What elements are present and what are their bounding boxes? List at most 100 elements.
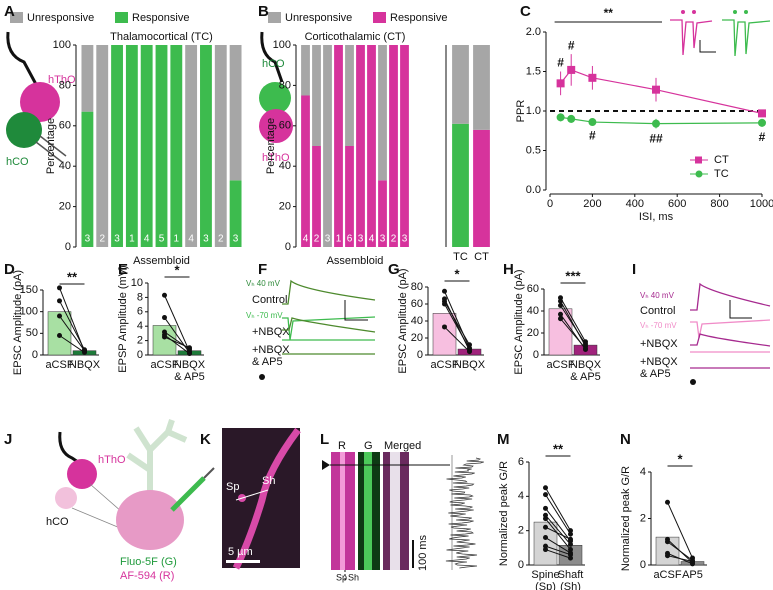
y-tick-label: 8	[137, 291, 143, 303]
y-tick-label: 20	[279, 201, 291, 213]
x-tick-label: 600	[668, 198, 686, 210]
stim-dot	[733, 10, 737, 14]
x-tick-label: TC	[453, 251, 468, 263]
y-tick-label: 10	[131, 277, 143, 289]
pair-point	[57, 313, 62, 319]
pipette	[170, 476, 206, 512]
pair-line	[545, 514, 571, 545]
y-tick-label: 60	[279, 120, 291, 132]
pair-line	[545, 549, 571, 559]
y-tick-label: 0	[518, 559, 524, 571]
count-label: 3	[380, 234, 386, 245]
diagram-a: hThO hCO	[6, 31, 76, 168]
pair-line	[545, 537, 571, 554]
trace	[670, 19, 713, 56]
label: hThO	[48, 74, 76, 86]
bar	[432, 313, 457, 356]
label: Sh	[262, 475, 275, 487]
pair-line	[164, 295, 190, 352]
hco-organoid	[55, 487, 77, 509]
panel-letter: A	[4, 3, 15, 20]
trace	[282, 279, 376, 305]
legend-label: Responsive	[390, 12, 447, 24]
legend-marker	[695, 156, 702, 164]
count-label: 3	[233, 234, 239, 245]
label: Vₕ -70 mV	[640, 321, 677, 330]
x-tick-label: Spine (Sp)	[531, 569, 560, 590]
bar-segment	[345, 146, 354, 247]
x-tick-label: 1000	[750, 198, 773, 210]
hth-organoid	[67, 459, 97, 489]
bar-segment	[473, 45, 490, 130]
count-label: 2	[314, 234, 320, 245]
diagram-j: J hThO hCO Fluo-5F (G) AF-594 (R)	[4, 419, 215, 582]
pair-point	[558, 303, 563, 308]
pair-point	[187, 345, 192, 351]
y-tick-label: 2.0	[526, 26, 541, 38]
bar-segment	[96, 45, 109, 247]
count-label: 2	[391, 234, 397, 245]
panel-letter: J	[4, 431, 12, 448]
hco-organoid	[259, 82, 291, 114]
y-axis-label: EPSC Amplitude (pA)	[12, 270, 24, 375]
line-scan	[235, 489, 269, 501]
pair-point	[187, 351, 192, 357]
bar-segment	[378, 45, 387, 181]
y-axis-label: Normalized peak G/R	[498, 461, 510, 566]
label: Sp	[336, 572, 347, 582]
pair-line	[59, 300, 85, 351]
count-label: 4	[303, 234, 309, 245]
bar-segment	[452, 123, 469, 247]
y-tick-label: 40	[527, 305, 539, 317]
pair-point	[442, 288, 447, 294]
image-l: L R G Merged 100 ms Sp Sh	[320, 431, 484, 582]
pair-point	[442, 301, 447, 307]
bar-segment	[81, 45, 94, 112]
pair-point	[568, 555, 573, 561]
panel-letter: F	[258, 261, 267, 278]
traces-f: F Vₕ 40 mV Control Vₕ -70 mV +NBQX +NBQX…	[246, 261, 376, 380]
channel-merged	[390, 452, 400, 570]
trace	[282, 317, 376, 333]
electrode	[260, 31, 284, 83]
pair-point	[568, 536, 573, 542]
pair-point	[665, 553, 670, 559]
y-tick-label: 60	[59, 120, 71, 132]
x-tick-label: Shaft (Sh)	[557, 569, 584, 590]
channel-r	[340, 452, 345, 570]
pair-point	[543, 535, 548, 541]
y-axis-label: EPSP Amplitude (mV)	[117, 265, 129, 372]
y-axis-label: EPSC Amplitude (pA)	[397, 268, 409, 373]
annotation: ***	[565, 268, 581, 283]
pair-line	[164, 336, 190, 349]
label: Merged	[384, 440, 421, 452]
pair-line	[59, 315, 85, 351]
hth-organoid	[259, 109, 293, 143]
label: 100 ms	[417, 534, 429, 571]
axon	[71, 483, 123, 529]
scale-bar	[729, 300, 752, 319]
channel-g	[364, 452, 372, 570]
y-tick-label: 1.0	[526, 105, 541, 117]
bar-segment	[323, 45, 332, 247]
y-tick-label: 4	[518, 490, 524, 502]
bar-segment	[301, 45, 310, 96]
y-tick-label: 2	[137, 335, 143, 347]
annotation: #	[568, 38, 575, 52]
x-tick-label: 0	[547, 198, 553, 210]
x-axis-label: ISI, ms	[639, 211, 674, 223]
pipette	[35, 135, 67, 163]
legend-marker	[695, 170, 703, 178]
count-label: 2	[99, 234, 105, 245]
pair-point	[543, 516, 548, 522]
x-tick-label: 800	[710, 198, 728, 210]
count-label: 3	[114, 234, 120, 245]
label: & AP5	[252, 356, 283, 368]
pair-point	[568, 541, 573, 547]
pair-point	[162, 315, 167, 321]
pair-point	[162, 334, 167, 340]
marker	[567, 65, 576, 74]
marker	[588, 73, 597, 82]
annotation: #	[589, 128, 596, 142]
y-tick-label: 60	[527, 283, 539, 295]
